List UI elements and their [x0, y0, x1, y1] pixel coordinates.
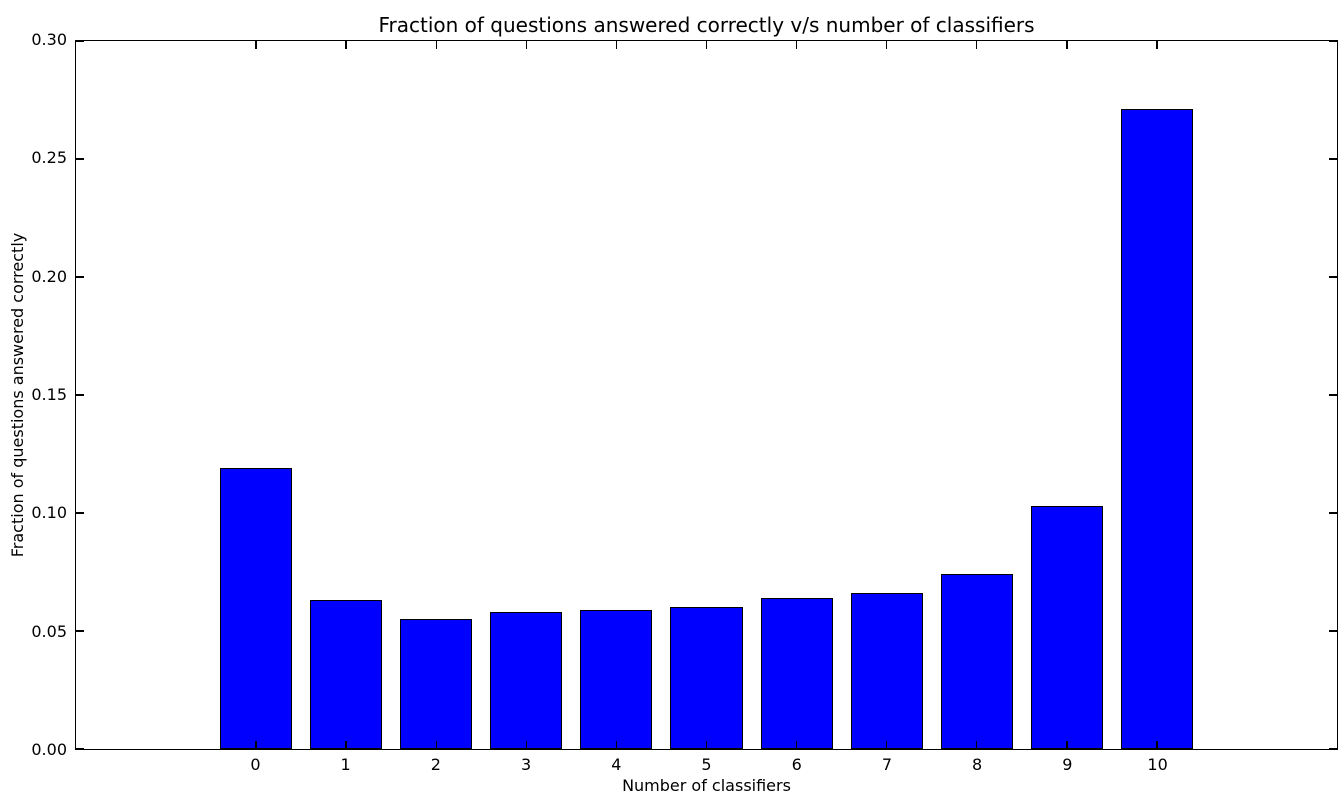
- x-tick-label: 3: [520, 755, 532, 774]
- x-tick-mark-bottom: [255, 741, 257, 749]
- x-tick-mark-bottom: [525, 741, 528, 749]
- y-tick-mark-left: [76, 630, 84, 632]
- y-tick-mark-right: [1329, 276, 1337, 278]
- x-tick-label: 10: [1147, 755, 1168, 774]
- x-tick-mark-top: [435, 41, 438, 49]
- y-tick-mark-right: [1329, 158, 1337, 160]
- x-tick-mark-top: [255, 41, 257, 49]
- chart-title: Fraction of questions answered correctly…: [378, 13, 1035, 37]
- y-tick-label: 0.30: [31, 30, 67, 49]
- x-tick-mark-bottom: [615, 741, 618, 749]
- y-tick-label: 0.15: [31, 385, 67, 404]
- x-tick-label: 7: [881, 755, 893, 774]
- x-tick-mark-bottom: [435, 741, 438, 749]
- y-tick-mark-right: [1329, 630, 1337, 632]
- x-tick-label: 9: [1062, 755, 1073, 774]
- bar-x9: [1030, 505, 1103, 749]
- bar-x2: [400, 619, 473, 749]
- y-tick-label: 0.05: [31, 621, 67, 641]
- x-tick-mark-bottom: [795, 741, 798, 749]
- x-tick-label: 0: [250, 755, 261, 774]
- x-tick-mark-top: [525, 41, 528, 49]
- x-tick-mark-bottom: [345, 741, 347, 749]
- x-tick-mark-top: [975, 41, 978, 49]
- y-tick-label: 0.25: [31, 148, 67, 168]
- x-tick-mark-top: [1156, 41, 1158, 49]
- y-tick-mark-right: [1329, 41, 1337, 42]
- x-tick-label: 5: [701, 755, 712, 774]
- y-tick-mark-left: [76, 394, 84, 396]
- x-tick-mark-top: [885, 41, 888, 49]
- x-tick-mark-bottom: [1066, 741, 1068, 749]
- x-tick-mark-bottom: [1156, 741, 1158, 749]
- x-tick-mark-top: [615, 41, 618, 49]
- plot-area: [75, 40, 1338, 750]
- x-tick-mark-top: [1066, 41, 1068, 49]
- bar-x3: [490, 612, 563, 749]
- y-tick-label: 0.20: [31, 266, 67, 286]
- x-tick-mark-bottom: [705, 741, 708, 749]
- y-tick-label: 0.10: [31, 503, 67, 523]
- y-tick-mark-left: [76, 41, 84, 42]
- x-tick-mark-top: [795, 41, 798, 49]
- x-tick-mark-top: [345, 41, 347, 49]
- y-tick-mark-left: [76, 158, 84, 160]
- x-tick-label: 6: [791, 755, 802, 774]
- x-tick-label: 2: [430, 755, 441, 774]
- bar-x0: [220, 468, 293, 749]
- y-tick-mark-left: [76, 748, 84, 749]
- bar-x10: [1120, 109, 1193, 749]
- y-tick-mark-right: [1329, 394, 1337, 396]
- y-tick-mark-left: [76, 276, 84, 278]
- x-tick-label: 1: [340, 755, 351, 774]
- bar-x6: [760, 597, 833, 749]
- x-tick-label: 4: [611, 755, 622, 774]
- bar-x5: [670, 607, 743, 749]
- y-tick-mark-right: [1329, 512, 1337, 514]
- x-axis-label: Number of classifiers: [622, 776, 791, 795]
- y-tick-mark-right: [1329, 748, 1337, 749]
- x-tick-mark-bottom: [975, 741, 978, 749]
- bar-x8: [940, 574, 1013, 749]
- bar-x1: [310, 600, 383, 749]
- bar-x4: [580, 609, 653, 749]
- x-tick-label: 8: [972, 755, 983, 774]
- y-tick-label: 0.00: [31, 740, 67, 759]
- bar-x7: [850, 593, 923, 749]
- y-tick-mark-left: [76, 512, 84, 514]
- x-tick-mark-top: [705, 41, 708, 49]
- x-tick-mark-bottom: [885, 741, 888, 749]
